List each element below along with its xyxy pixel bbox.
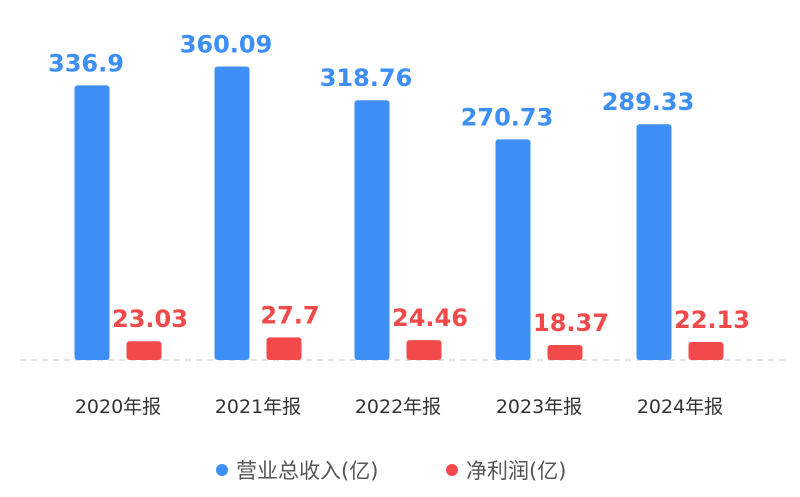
value-label-revenue-0: 336.9 [48,49,124,77]
value-label-profit-2: 24.46 [392,304,468,332]
value-label-revenue-3: 270.73 [461,103,554,131]
x-tick-label-1: 2021年报 [215,396,301,418]
legend-marker-1 [446,464,458,476]
value-label-revenue-2: 318.76 [320,64,413,92]
x-axis-tick-labels: 2020年报 2021年报 2022年报 2023年报 2024年报 [75,396,723,418]
value-labels-layer: 336.9 23.03 360.09 27.7 318.76 24.46 270.73 18.… [48,31,750,338]
bar-revenue-4 [636,124,672,361]
bar-revenue-3 [495,139,531,360]
x-tick-label-2: 2022年报 [355,396,441,418]
value-label-profit-0: 23.03 [112,305,188,333]
legend-marker-0 [216,464,228,476]
legend-label-1: 净利润(亿) [466,459,566,483]
bar-revenue-1 [214,66,250,361]
legend-label-0: 营业总收入(亿) [236,459,378,483]
value-label-revenue-4: 289.33 [602,88,695,116]
bar-profit-0 [126,341,162,360]
x-tick-label-4: 2024年报 [637,396,723,418]
x-tick-label-0: 2020年报 [75,396,161,418]
bar-profit-3 [547,345,583,360]
legend: 营业总收入(亿) 净利润(亿) [216,459,566,483]
bar-revenue-0 [74,85,110,360]
value-label-profit-1: 27.7 [260,301,319,329]
bar-profit-4 [688,341,724,360]
bar-profit-2 [406,340,442,360]
bar-profit-1 [266,337,302,360]
value-label-revenue-1: 360.09 [180,31,273,59]
value-label-profit-4: 22.13 [674,306,750,334]
value-label-profit-3: 18.37 [533,309,609,337]
x-tick-label-3: 2023年报 [496,396,582,418]
bar-revenue-2 [354,100,390,360]
bars-layer [74,66,724,361]
